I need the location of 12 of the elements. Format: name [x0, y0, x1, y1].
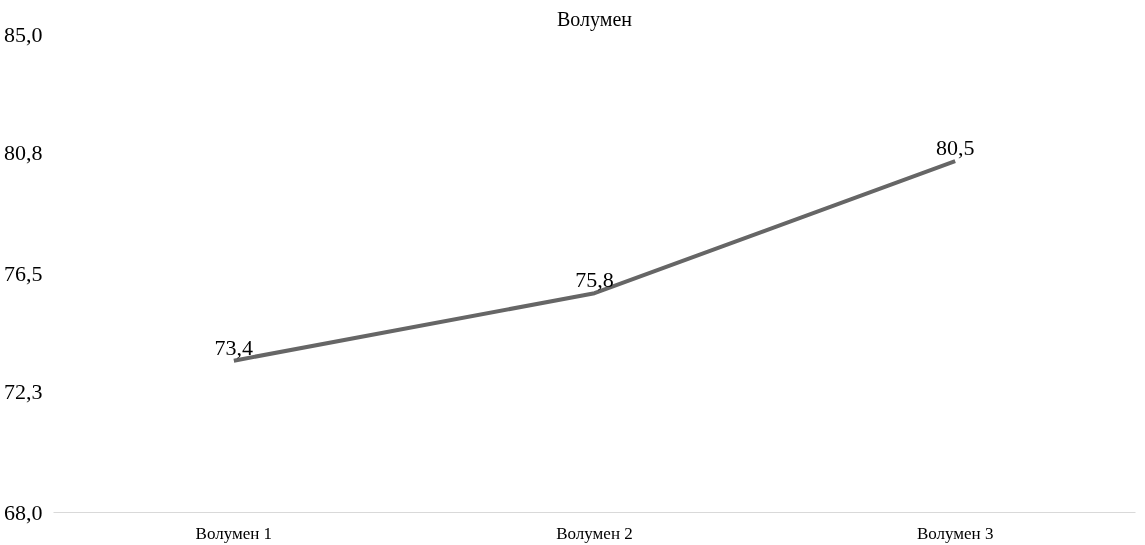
x-tick-label: Волумен 2 — [556, 523, 633, 543]
x-tick-label: Волумен 1 — [195, 523, 273, 543]
y-tick-label: 85,0 — [4, 21, 43, 47]
data-label: 73,4 — [214, 334, 254, 360]
data-label: 75,8 — [575, 267, 614, 293]
y-tick-label: 72,3 — [4, 378, 43, 404]
y-tick-label: 68,0 — [4, 499, 43, 525]
y-tick-label: 76,5 — [4, 260, 43, 286]
y-tick-label: 80,8 — [4, 139, 43, 165]
data-label: 80,5 — [935, 135, 975, 161]
x-tick-label: Волумен 3 — [916, 523, 994, 543]
chart-title: Волумен — [556, 7, 633, 31]
